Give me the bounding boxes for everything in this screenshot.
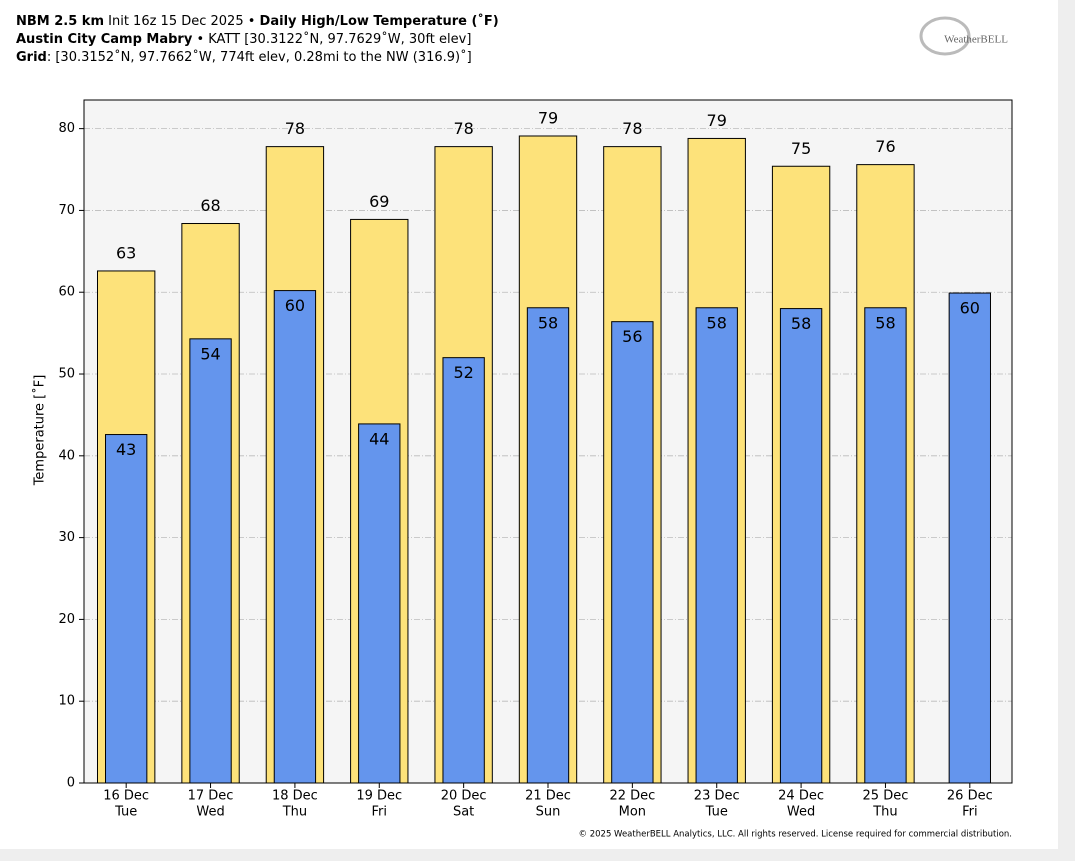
logo-swirl xyxy=(919,16,971,56)
x-tick-label: 24 Dec xyxy=(778,789,824,804)
value-label: 76 xyxy=(875,137,895,156)
value-label: 44 xyxy=(369,429,389,448)
value-label: 58 xyxy=(875,313,895,332)
x-tick-label: 22 Dec xyxy=(609,789,655,804)
x-tick-sublabel: Fri xyxy=(372,805,388,820)
y-tick-label: 60 xyxy=(58,285,75,300)
y-axis-label: Temperature [˚F] xyxy=(32,375,48,487)
value-label: 58 xyxy=(707,313,727,332)
plot-frame xyxy=(83,99,1013,784)
x-tick-sublabel: Sat xyxy=(453,805,474,820)
header-station: Austin City Camp Mabry xyxy=(16,32,193,47)
value-label: 78 xyxy=(285,119,305,138)
footer: © 2025 WeatherBELL Analytics, LLC. All r… xyxy=(579,830,1012,840)
low-bar xyxy=(779,308,823,784)
low-bar xyxy=(189,338,232,784)
x-tick-sublabel: Wed xyxy=(787,805,815,820)
header-title: Daily High/Low Temperature (˚F) xyxy=(260,13,499,29)
logo: WeatherBELL xyxy=(944,34,1008,46)
value-label: 78 xyxy=(622,119,642,138)
value-label: 52 xyxy=(453,363,473,382)
low-bar xyxy=(442,357,485,784)
value-label: 60 xyxy=(960,299,980,318)
x-tick-sublabel: Thu xyxy=(282,805,307,820)
header-model: NBM 2.5 km xyxy=(16,14,104,29)
low-bar xyxy=(695,307,738,784)
header-line1: NBM 2.5 km Init 16z 15 Dec 2025 • Daily … xyxy=(16,13,499,29)
y-tick-label: 20 xyxy=(58,612,75,627)
x-tick-label: 19 Dec xyxy=(356,789,402,804)
low-bar xyxy=(864,307,907,784)
value-label: 43 xyxy=(116,440,136,459)
x-tick-label: 20 Dec xyxy=(441,789,487,804)
x-tick-sublabel: Tue xyxy=(705,805,728,820)
y-tick-label: 50 xyxy=(58,367,75,382)
x-tick-label: 17 Dec xyxy=(188,789,234,804)
header-init: Init 16z 15 Dec 2025 • xyxy=(108,14,255,29)
x-tick-sublabel: Sun xyxy=(536,805,561,820)
x-tick-label: 26 Dec xyxy=(947,789,993,804)
x-tick-sublabel: Mon xyxy=(619,805,646,820)
low-bar xyxy=(273,290,317,784)
x-tick-label: 16 Dec xyxy=(103,789,149,804)
x-tick-sublabel: Thu xyxy=(872,805,897,820)
x-tick-label: 18 Dec xyxy=(272,789,318,804)
value-label: 56 xyxy=(622,327,642,346)
value-label: 63 xyxy=(116,243,136,262)
value-label: 75 xyxy=(791,139,811,158)
x-tick-label: 25 Dec xyxy=(863,789,909,804)
y-tick-label: 0 xyxy=(67,776,75,791)
value-label: 78 xyxy=(453,119,473,138)
y-tick-label: 10 xyxy=(58,694,75,709)
header-grid-info: : [30.3152˚N, 97.7662˚W, 774ft elev, 0.2… xyxy=(47,49,472,65)
value-label: 54 xyxy=(200,344,220,363)
x-tick-label: 21 Dec xyxy=(525,789,571,804)
value-label: 60 xyxy=(285,296,305,315)
y-tick-label: 70 xyxy=(58,203,75,218)
value-label: 69 xyxy=(369,192,389,211)
y-tick-label: 80 xyxy=(58,121,75,136)
value-label: 79 xyxy=(707,111,727,130)
value-label: 58 xyxy=(791,314,811,333)
low-bar xyxy=(105,434,148,784)
low-bar xyxy=(948,292,991,784)
y-tick-label: 40 xyxy=(58,448,75,463)
header-line2: Austin City Camp Mabry • KATT [30.3122˚N… xyxy=(16,31,471,47)
x-tick-sublabel: Wed xyxy=(196,805,224,820)
x-tick-sublabel: Tue xyxy=(114,805,137,820)
value-label: 58 xyxy=(538,313,558,332)
y-tick-label: 30 xyxy=(58,530,75,545)
low-bar xyxy=(611,321,654,784)
x-tick-label: 23 Dec xyxy=(694,789,740,804)
value-label: 79 xyxy=(538,108,558,127)
x-tick-sublabel: Fri xyxy=(962,805,978,820)
header-grid: Grid xyxy=(16,50,47,65)
header-line3: Grid: [30.3152˚N, 97.7662˚W, 774ft elev,… xyxy=(16,49,472,65)
low-bar xyxy=(526,307,570,784)
header-station-info: • KATT [30.3122˚N, 97.7629˚W, 30ft elev] xyxy=(196,31,471,47)
low-bar xyxy=(358,423,401,784)
value-label: 68 xyxy=(200,196,220,215)
